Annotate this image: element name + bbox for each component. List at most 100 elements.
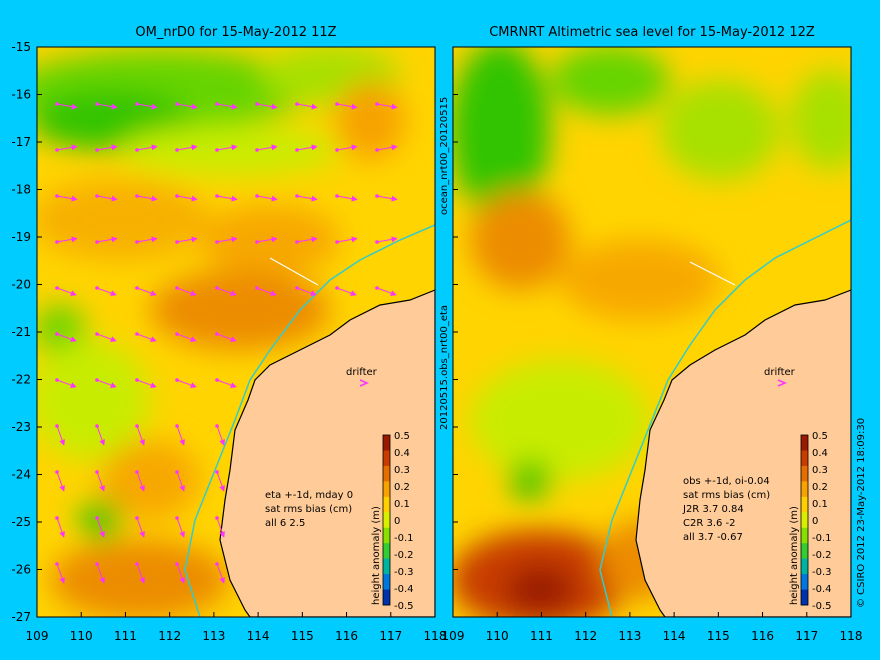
transect-line bbox=[269, 257, 319, 286]
x-tick-label: 115 bbox=[707, 629, 730, 643]
x-tick-label: 117 bbox=[795, 629, 818, 643]
y-tick-label: -18 bbox=[11, 183, 31, 197]
colorbar-label: height anomaly (m) bbox=[371, 506, 382, 605]
colorbar-tick-label: -0.3 bbox=[394, 567, 414, 578]
x-tick-label: 116 bbox=[751, 629, 774, 643]
colorbar-tick-label: -0.4 bbox=[394, 584, 414, 595]
left-drifter-label: drifter bbox=[346, 367, 378, 378]
y-tick-label: -24 bbox=[11, 468, 31, 482]
y-tick-label: -25 bbox=[11, 515, 31, 529]
colorbar-segment bbox=[383, 435, 390, 451]
right-map-panel bbox=[453, 47, 851, 617]
colorbar-tick-label: 0 bbox=[394, 516, 400, 527]
colorbar-segment bbox=[801, 589, 808, 606]
x-tick-label: 113 bbox=[618, 629, 641, 643]
colorbar-tick-label: 0 bbox=[812, 516, 818, 527]
x-tick-label: 114 bbox=[663, 629, 686, 643]
x-tick-label: 110 bbox=[486, 629, 509, 643]
colorbar-segment bbox=[383, 543, 390, 560]
right-drifter-icon bbox=[777, 379, 787, 387]
colorbar-tick-label: 0.3 bbox=[812, 465, 828, 476]
right-stat-line-5: all 3.7 -0.67 bbox=[683, 532, 743, 543]
colorbar-tick-label: 0.5 bbox=[812, 431, 828, 442]
colorbar-segment bbox=[383, 496, 390, 513]
colorbar-tick-label: 0.2 bbox=[394, 482, 410, 493]
colorbar-segment bbox=[801, 465, 808, 482]
right-colorbar: 0.5 0.4 0.3 0.2 0.1 0 -0.1 -0.2 -0.3 -0.4 -0.5 heig… bbox=[789, 431, 832, 612]
y-tick-label: -19 bbox=[11, 230, 31, 244]
y-tick-label: -16 bbox=[11, 88, 31, 102]
left-map-panel bbox=[37, 47, 435, 617]
colorbar-tick-label: -0.2 bbox=[812, 550, 832, 561]
x-tick-label: 112 bbox=[574, 629, 597, 643]
colorbar-tick-label: 0.2 bbox=[812, 482, 828, 493]
colorbar-segment bbox=[383, 450, 390, 467]
x-tick-label: 114 bbox=[247, 629, 270, 643]
colorbar-label: height anomaly (m) bbox=[789, 506, 800, 605]
right-title: CMRNRT Altimetric sea level for 15-May-2… bbox=[489, 25, 815, 40]
shelf-contour bbox=[184, 224, 435, 617]
colorbar-tick-label: 0.1 bbox=[394, 499, 410, 510]
colorbar-segment bbox=[801, 527, 808, 544]
colorbar-segment bbox=[801, 481, 808, 498]
x-tick-label: 115 bbox=[291, 629, 314, 643]
right-stat-line-4: C2R 3.6 -2 bbox=[683, 518, 736, 529]
colorbar-tick-label: -0.1 bbox=[812, 533, 832, 544]
left-stats: eta +-1d, mday 0 sat rms bias (cm) all 6… bbox=[265, 490, 353, 529]
colorbar-segment bbox=[801, 450, 808, 467]
x-tick-label: 118 bbox=[840, 629, 863, 643]
colorbar-segment bbox=[801, 496, 808, 513]
colorbar-tick-label: -0.1 bbox=[394, 533, 414, 544]
y-tick-label: -17 bbox=[11, 135, 31, 149]
x-tick-label: 112 bbox=[158, 629, 181, 643]
y-tick-label: -22 bbox=[11, 373, 31, 387]
colorbar-tick-label: 0.4 bbox=[394, 448, 410, 459]
land-mass bbox=[219, 289, 435, 617]
side-label-obs: 20120515.obs_nrt00_eta bbox=[439, 305, 450, 430]
colorbar-tick-label: -0.2 bbox=[394, 550, 414, 561]
right-drifter-label: drifter bbox=[764, 367, 796, 378]
colorbar-segment bbox=[383, 574, 390, 591]
x-tick-label: 117 bbox=[379, 629, 402, 643]
y-tick-label: -23 bbox=[11, 420, 31, 434]
colorbar-segment bbox=[801, 574, 808, 591]
colorbar-tick-label: -0.5 bbox=[394, 601, 414, 612]
colorbar-segment bbox=[383, 558, 390, 575]
x-tick-label: 113 bbox=[202, 629, 225, 643]
y-tick-label: -20 bbox=[11, 278, 31, 292]
colorbar-segment bbox=[801, 543, 808, 560]
left-title: OM_nrD0 for 15-May-2012 11Z bbox=[135, 25, 336, 40]
colorbar-segment bbox=[383, 512, 390, 529]
left-colorbar: 0.5 0.4 0.3 0.2 0.1 0 -0.1 -0.2 -0.3 -0.4 -0.5 heig… bbox=[371, 431, 414, 612]
axis-ticks: 109 110 111 112 113 114 115 116 117 118 -15 -16 -17 -… bbox=[11, 40, 862, 643]
right-stat-line-1: obs +-1d, oi-0.04 bbox=[683, 476, 770, 487]
land-mass-right bbox=[635, 289, 851, 617]
copyright-label: © CSIRO 2012 23-May-2012 18:09:30 bbox=[856, 418, 867, 608]
colorbar-tick-label: -0.5 bbox=[812, 601, 832, 612]
side-label-run: ocean_nrt00_20120515 bbox=[439, 97, 450, 215]
colorbar-tick-label: 0.5 bbox=[394, 431, 410, 442]
colorbar-tick-label: 0.3 bbox=[394, 465, 410, 476]
x-tick-label: 116 bbox=[335, 629, 358, 643]
y-tick-label: -15 bbox=[11, 40, 31, 54]
y-tick-label: -27 bbox=[11, 610, 31, 624]
x-tick-label: 109 bbox=[442, 629, 465, 643]
x-tick-label: 111 bbox=[114, 629, 137, 643]
right-stat-line-2: sat rms bias (cm) bbox=[683, 490, 770, 501]
colorbar-segment bbox=[801, 512, 808, 529]
x-tick-label: 118 bbox=[424, 629, 447, 643]
colorbar-segment bbox=[383, 527, 390, 544]
colorbar-segment bbox=[383, 589, 390, 606]
left-stat-line-2: sat rms bias (cm) bbox=[265, 504, 352, 515]
x-tick-label: 110 bbox=[70, 629, 93, 643]
x-tick-label: 109 bbox=[26, 629, 49, 643]
transect-line-right bbox=[689, 261, 736, 286]
colorbar-tick-label: 0.4 bbox=[812, 448, 828, 459]
right-stat-line-3: J2R 3.7 0.84 bbox=[682, 504, 744, 515]
y-tick-label: -21 bbox=[11, 325, 31, 339]
left-stat-line-1: eta +-1d, mday 0 bbox=[265, 490, 353, 501]
right-stats: obs +-1d, oi-0.04 sat rms bias (cm) J2R … bbox=[682, 476, 770, 543]
y-tick-label: -26 bbox=[11, 563, 31, 577]
colorbar-tick-label: -0.3 bbox=[812, 567, 832, 578]
